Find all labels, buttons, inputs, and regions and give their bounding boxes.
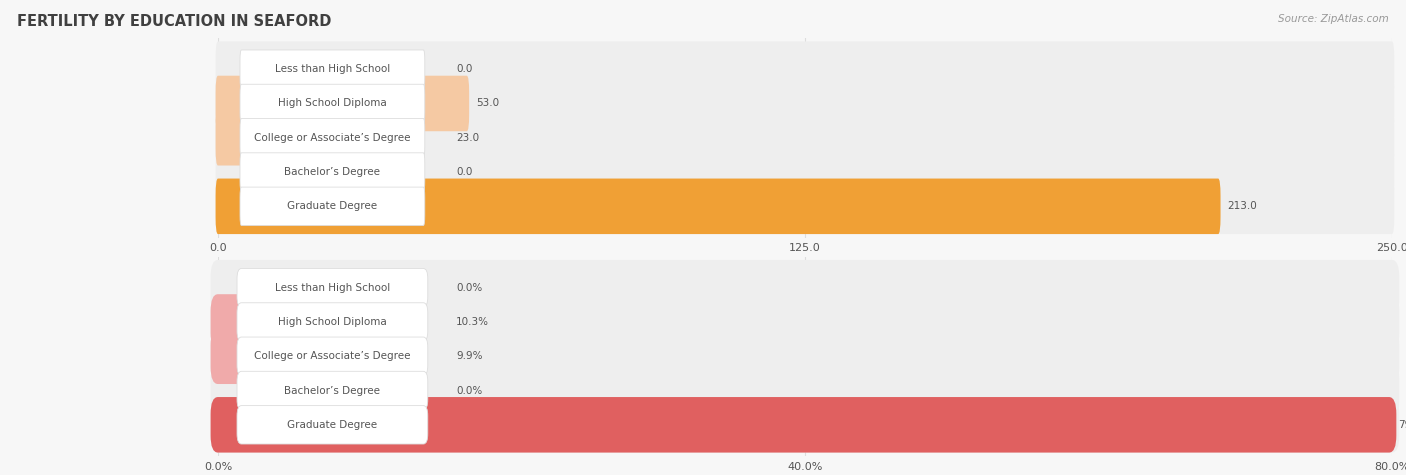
Text: Bachelor’s Degree: Bachelor’s Degree <box>284 386 381 396</box>
Text: 23.0: 23.0 <box>457 133 479 143</box>
FancyBboxPatch shape <box>215 179 1220 234</box>
FancyBboxPatch shape <box>211 260 1399 315</box>
FancyBboxPatch shape <box>238 371 427 410</box>
Text: 0.0%: 0.0% <box>457 283 482 293</box>
Text: High School Diploma: High School Diploma <box>278 317 387 327</box>
Text: 53.0: 53.0 <box>477 98 499 108</box>
FancyBboxPatch shape <box>238 268 427 307</box>
FancyBboxPatch shape <box>215 76 470 131</box>
FancyBboxPatch shape <box>238 337 427 375</box>
Text: 9.9%: 9.9% <box>457 351 482 361</box>
FancyBboxPatch shape <box>211 397 1396 453</box>
FancyBboxPatch shape <box>211 363 1399 418</box>
Text: College or Associate’s Degree: College or Associate’s Degree <box>254 133 411 143</box>
FancyBboxPatch shape <box>215 76 1395 131</box>
Text: 10.3%: 10.3% <box>457 317 489 327</box>
FancyBboxPatch shape <box>240 84 425 123</box>
Text: 0.0: 0.0 <box>457 167 472 177</box>
Text: FERTILITY BY EDUCATION IN SEAFORD: FERTILITY BY EDUCATION IN SEAFORD <box>17 14 332 29</box>
FancyBboxPatch shape <box>238 406 427 444</box>
FancyBboxPatch shape <box>215 41 1395 97</box>
Text: 213.0: 213.0 <box>1227 201 1257 211</box>
Text: Graduate Degree: Graduate Degree <box>287 201 377 211</box>
FancyBboxPatch shape <box>215 144 1395 200</box>
FancyBboxPatch shape <box>211 397 1399 453</box>
FancyBboxPatch shape <box>240 50 425 88</box>
FancyBboxPatch shape <box>215 110 328 165</box>
FancyBboxPatch shape <box>211 294 1399 350</box>
Text: College or Associate’s Degree: College or Associate’s Degree <box>254 351 411 361</box>
Text: 79.8%: 79.8% <box>1399 420 1406 430</box>
Text: Source: ZipAtlas.com: Source: ZipAtlas.com <box>1278 14 1389 24</box>
Text: Less than High School: Less than High School <box>274 64 389 74</box>
FancyBboxPatch shape <box>211 294 377 350</box>
Text: 0.0%: 0.0% <box>457 386 482 396</box>
Text: 0.0: 0.0 <box>457 64 472 74</box>
Text: Bachelor’s Degree: Bachelor’s Degree <box>284 167 381 177</box>
FancyBboxPatch shape <box>240 119 425 157</box>
FancyBboxPatch shape <box>215 110 1395 165</box>
FancyBboxPatch shape <box>240 153 425 191</box>
FancyBboxPatch shape <box>211 329 371 384</box>
FancyBboxPatch shape <box>215 179 1395 234</box>
FancyBboxPatch shape <box>211 329 1399 384</box>
Text: Less than High School: Less than High School <box>274 283 389 293</box>
FancyBboxPatch shape <box>238 303 427 341</box>
FancyBboxPatch shape <box>240 187 425 226</box>
Text: High School Diploma: High School Diploma <box>278 98 387 108</box>
Text: Graduate Degree: Graduate Degree <box>287 420 377 430</box>
